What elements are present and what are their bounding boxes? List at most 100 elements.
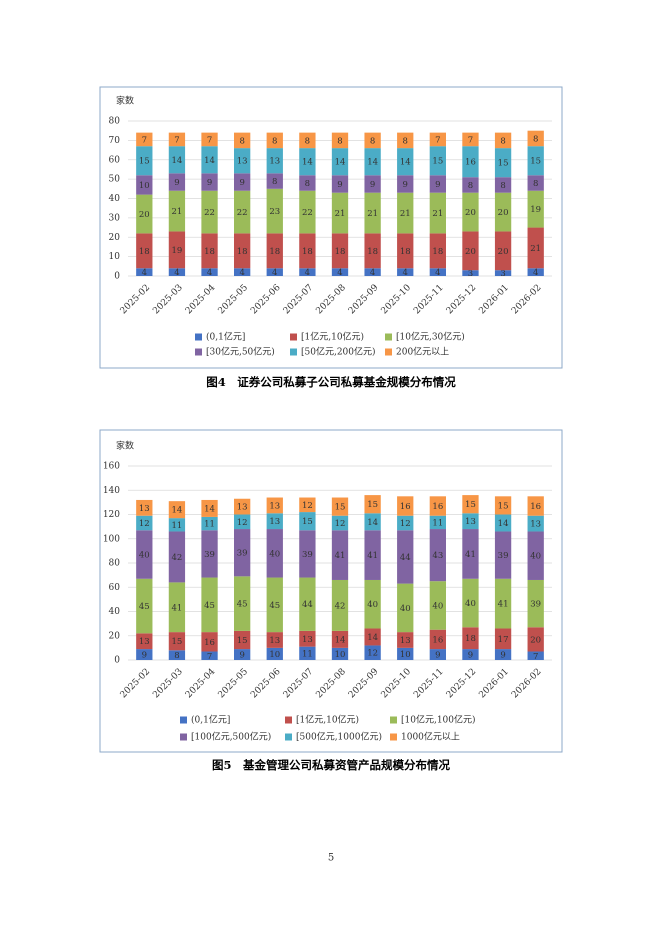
data-label: 7 — [468, 135, 473, 145]
y-tick-label: 100 — [103, 534, 120, 544]
data-label: 18 — [237, 247, 248, 257]
x-tick-label: 2025-12 — [445, 667, 479, 701]
data-label: 21 — [367, 209, 378, 219]
bar-segment — [299, 190, 316, 234]
x-tick-label: 2025-08 — [314, 667, 348, 701]
bar-segment — [299, 148, 316, 176]
data-label: 13 — [139, 504, 150, 514]
data-label: 39 — [530, 600, 541, 610]
bar-segment — [201, 132, 218, 147]
bar-segment — [527, 146, 544, 176]
bar-segment — [136, 132, 153, 147]
data-label: 21 — [432, 209, 443, 219]
legend-swatch — [385, 348, 392, 356]
bar-segment — [234, 233, 251, 269]
data-label: 45 — [269, 601, 280, 611]
data-label: 15 — [335, 503, 346, 513]
data-label: 14 — [204, 504, 215, 514]
data-label: 14 — [498, 519, 509, 529]
bar-segment — [397, 268, 414, 276]
bar-segment — [299, 630, 316, 647]
data-label: 15 — [237, 636, 248, 646]
bar-segment — [494, 177, 512, 193]
bar-segment — [364, 495, 381, 514]
x-tick-label: 2025-05 — [217, 667, 251, 701]
bar-segment — [168, 501, 186, 519]
data-label: 41 — [465, 550, 476, 560]
bar-segment — [364, 579, 381, 629]
data-label: 7 — [207, 652, 212, 662]
data-label: 13 — [237, 503, 248, 513]
data-label: 14 — [367, 158, 378, 168]
chart-frame — [99, 86, 563, 369]
bar-segment — [397, 530, 414, 584]
x-tick-label: 2025-08 — [314, 283, 348, 317]
bar-segment — [462, 495, 479, 514]
data-label: 9 — [403, 180, 408, 190]
data-label: 9 — [142, 651, 147, 661]
data-label: 22 — [237, 208, 248, 218]
bar-segment — [331, 175, 349, 193]
legend-label: (0,1亿元] — [206, 331, 245, 343]
legend-label: [100亿元,500亿元) — [191, 731, 271, 743]
bar-segment — [527, 130, 544, 147]
data-label: 9 — [239, 651, 244, 661]
y-tick-label: 20 — [109, 631, 121, 641]
x-tick-label: 2025-10 — [380, 667, 414, 701]
data-label: 15 — [172, 637, 183, 647]
data-label: 14 — [367, 633, 378, 643]
y-tick-label: 30 — [109, 213, 121, 223]
bar-segment — [234, 132, 251, 149]
bar-segment — [494, 531, 512, 579]
bar-segment — [234, 514, 251, 530]
bar-segment — [136, 175, 153, 195]
bar-segment — [527, 579, 544, 628]
legend-label: 1000亿元以上 — [401, 731, 460, 743]
data-label: 45 — [204, 601, 215, 611]
data-label: 15 — [498, 501, 509, 511]
x-tick-label: 2025-03 — [151, 667, 185, 701]
x-tick-label: 2025-07 — [282, 667, 316, 701]
data-label: 40 — [400, 604, 411, 614]
bar-segment — [266, 632, 283, 648]
bar-segment — [168, 132, 186, 147]
data-label: 14 — [172, 506, 183, 516]
bar-segment — [331, 647, 349, 660]
y-tick-label: 80 — [109, 559, 121, 569]
data-label: 18 — [400, 247, 411, 257]
bar-segment — [168, 632, 186, 651]
bar-segment — [201, 530, 218, 578]
data-label: 4 — [533, 268, 538, 278]
bar-segment — [136, 649, 153, 660]
bar-segment — [462, 578, 479, 628]
bar-segment — [136, 530, 153, 579]
bar-segment — [299, 646, 316, 660]
bar-segment — [494, 628, 512, 650]
x-tick-label: 2025-09 — [347, 667, 381, 701]
data-label: 15 — [432, 157, 443, 167]
data-label: 22 — [302, 208, 313, 218]
data-label: 14 — [172, 156, 183, 166]
data-label: 9 — [207, 178, 212, 188]
data-label: 8 — [174, 651, 179, 661]
bar-segment — [201, 516, 218, 531]
bar-segment — [299, 175, 316, 191]
data-label: 40 — [139, 551, 150, 561]
data-label: 13 — [269, 157, 280, 167]
bar-segment — [136, 146, 153, 176]
data-label: 10 — [335, 650, 346, 660]
data-label: 13 — [269, 517, 280, 527]
x-tick-label: 2026-02 — [510, 283, 544, 317]
data-label: 3 — [468, 269, 473, 279]
data-label: 8 — [305, 179, 310, 189]
bar-segment — [429, 146, 446, 176]
data-label: 15 — [530, 157, 541, 167]
bar-segment — [527, 627, 544, 652]
data-label: 10 — [269, 650, 280, 660]
data-label: 11 — [302, 649, 313, 659]
bar-segment — [201, 190, 218, 234]
data-label: 4 — [403, 268, 408, 278]
data-label: 13 — [302, 635, 313, 645]
data-label: 4 — [239, 268, 244, 278]
bar-segment — [462, 270, 479, 276]
